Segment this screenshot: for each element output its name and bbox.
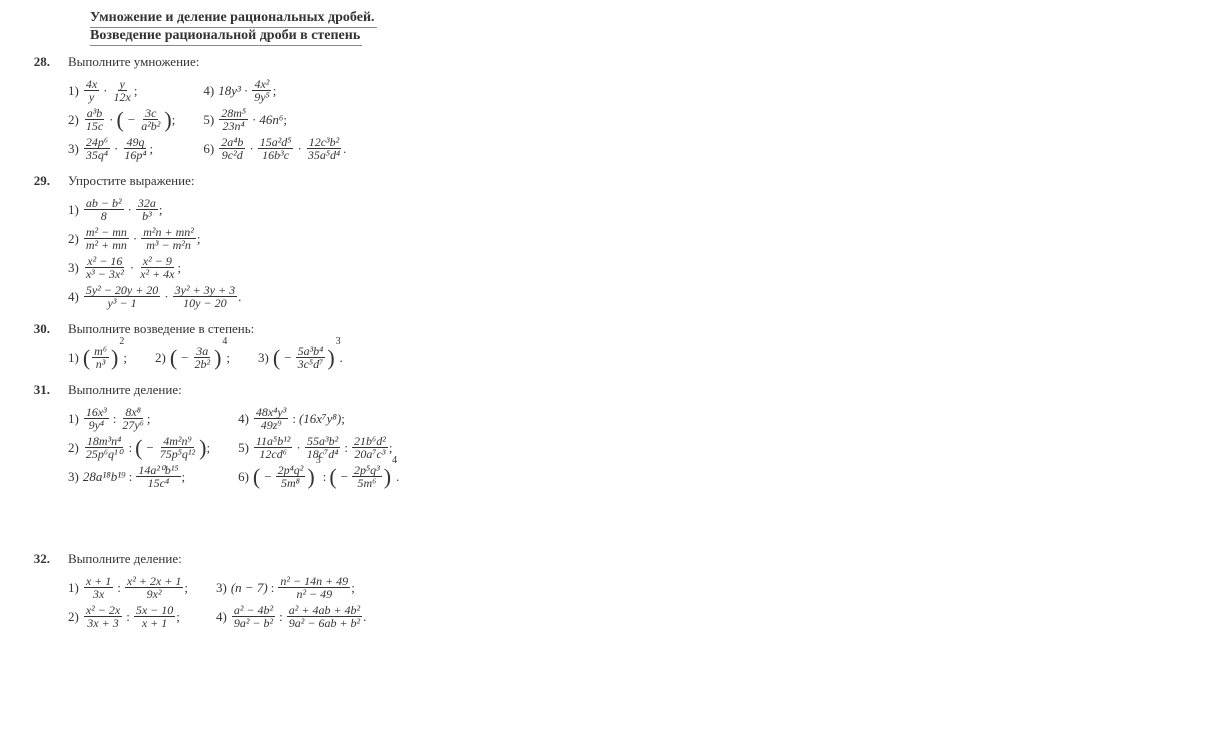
- expression-item: 4)5y² − 20y + 20y³ − 1·3y² + 3y + 310y −…: [68, 284, 241, 309]
- item-column: 1)4xy·y12x; 2)a³b15c·−3ca²b²; 3)24p⁶35q⁴·4…: [68, 74, 175, 165]
- problem-title: Выполните деление:: [68, 551, 1204, 567]
- expression-item: 3)x² − 16x³ − 3x²·x² − 9x² + 4x;: [68, 255, 241, 280]
- problem-title: Выполните возведение в степень:: [68, 321, 1204, 337]
- expression-item: 1)ab − b²8·32ab³;: [68, 197, 241, 222]
- expression-item: 3)28a¹⁸b¹⁹:14a²⁰b¹⁵15c⁴;: [68, 464, 210, 489]
- expression-item: 4)a² − 4b²9a² − b²:a² + 4ab + 4b²9a² − 6…: [216, 604, 366, 629]
- problem-number: 28.: [20, 54, 50, 70]
- problem-title: Выполните умножение:: [68, 54, 1204, 70]
- expression-item: 2)x² − 2x3x + 3:5x − 10x + 1;: [68, 604, 188, 629]
- problem: 28. Выполните умножение: 1)4xy·y12x; 2)a³b1…: [20, 54, 1204, 165]
- expression-item: 5)28m⁵23n⁴·46n⁶;: [203, 107, 346, 132]
- problem-number: 29.: [20, 173, 50, 189]
- header-line-1: Умножение и деление рациональных дробей.: [90, 10, 377, 28]
- problem-number: 31.: [20, 382, 50, 398]
- item-column: 1)16x³9y⁴:8x⁸27y⁶; 2)18m³n⁴25p⁶q¹⁰:−4m²n⁹…: [68, 402, 210, 493]
- expression-item: 1)x + 13x:x² + 2x + 19x²;: [68, 575, 188, 600]
- problem-title: Упростите выражение:: [68, 173, 1204, 189]
- expression-item: 1)m⁶n³2;: [68, 345, 127, 370]
- expression-item: 2)−3a2b²4;: [155, 345, 230, 370]
- expression-item: 4)48x⁴y³49z⁹:(16x⁷y⁸);: [238, 406, 399, 431]
- problem-body: Выполните деление: 1)x + 13x:x² + 2x + 19…: [68, 551, 1204, 633]
- item-column: 1)x + 13x:x² + 2x + 19x²; 2)x² − 2x3x + 3…: [68, 571, 188, 633]
- expression-item: 2)18m³n⁴25p⁶q¹⁰:−4m²n⁹75p⁵q¹²;: [68, 435, 210, 460]
- section-header: Умножение и деление рациональных дробей.…: [90, 10, 1204, 46]
- expression-item: 6)−2p⁴q²5m⁸3:−2p⁵q³5m⁶4.: [238, 464, 399, 489]
- expression-item: 2)a³b15c·−3ca²b²;: [68, 107, 175, 132]
- item-column: 1)ab − b²8·32ab³; 2)m² − mnm² + mn·m²n + …: [68, 193, 241, 313]
- problem-body: Выполните умножение: 1)4xy·y12x; 2)a³b15c·…: [68, 54, 1204, 165]
- page: Умножение и деление рациональных дробей.…: [0, 0, 1224, 743]
- item-column: 3)−5a³b⁴3c⁵d⁷3.: [258, 341, 343, 374]
- expression-item: 3)24p⁶35q⁴·49q16p⁴;: [68, 136, 175, 161]
- item-column: 2)−3a2b²4;: [155, 341, 230, 374]
- problem: 32. Выполните деление: 1)x + 13x:x² + 2x +…: [20, 551, 1204, 633]
- problem-body: Упростите выражение: 1)ab − b²8·32ab³; 2)m…: [68, 173, 1204, 313]
- expression-item: 3)(n − 7):n² − 14n + 49n² − 49;: [216, 575, 366, 600]
- problem: 31. Выполните деление: 1)16x³9y⁴:8x⁸27y⁶; 2…: [20, 382, 1204, 493]
- problem: 30. Выполните возведение в степень: 1)m⁶n³…: [20, 321, 1204, 374]
- problem: 29. Упростите выражение: 1)ab − b²8·32ab³;…: [20, 173, 1204, 313]
- item-column: 4)18y³·4x²9y⁵; 5)28m⁵23n⁴·46n⁶; 6)2a⁴b9c²d…: [203, 74, 346, 165]
- expression-item: 4)18y³·4x²9y⁵;: [203, 78, 346, 103]
- item-column: 3)(n − 7):n² − 14n + 49n² − 49; 4)a² − 4b…: [216, 571, 366, 633]
- expression-item: 1)16x³9y⁴:8x⁸27y⁶;: [68, 406, 210, 431]
- header-line-2: Возведение рациональной дроби в степень: [90, 28, 362, 46]
- problem-body: Выполните деление: 1)16x³9y⁴:8x⁸27y⁶; 2)18…: [68, 382, 1204, 493]
- expression-item: 2)m² − mnm² + mn·m²n + mn²m³ − m²n;: [68, 226, 241, 251]
- problem-title: Выполните деление:: [68, 382, 1204, 398]
- expression-item: 1)4xy·y12x;: [68, 78, 175, 103]
- problem-number: 30.: [20, 321, 50, 337]
- problem-number: 32.: [20, 551, 50, 567]
- expression-item: 6)2a⁴b9c²d·15a²d⁵16b³c·12c³b²35a⁵d⁴.: [203, 136, 346, 161]
- item-column: 4)48x⁴y³49z⁹:(16x⁷y⁸);5)11a⁵b¹²12cd⁶·55a…: [238, 402, 399, 493]
- problem-body: Выполните возведение в степень: 1)m⁶n³2; 2…: [68, 321, 1204, 374]
- expression-item: 3)−5a³b⁴3c⁵d⁷3.: [258, 345, 343, 370]
- item-column: 1)m⁶n³2;: [68, 341, 127, 374]
